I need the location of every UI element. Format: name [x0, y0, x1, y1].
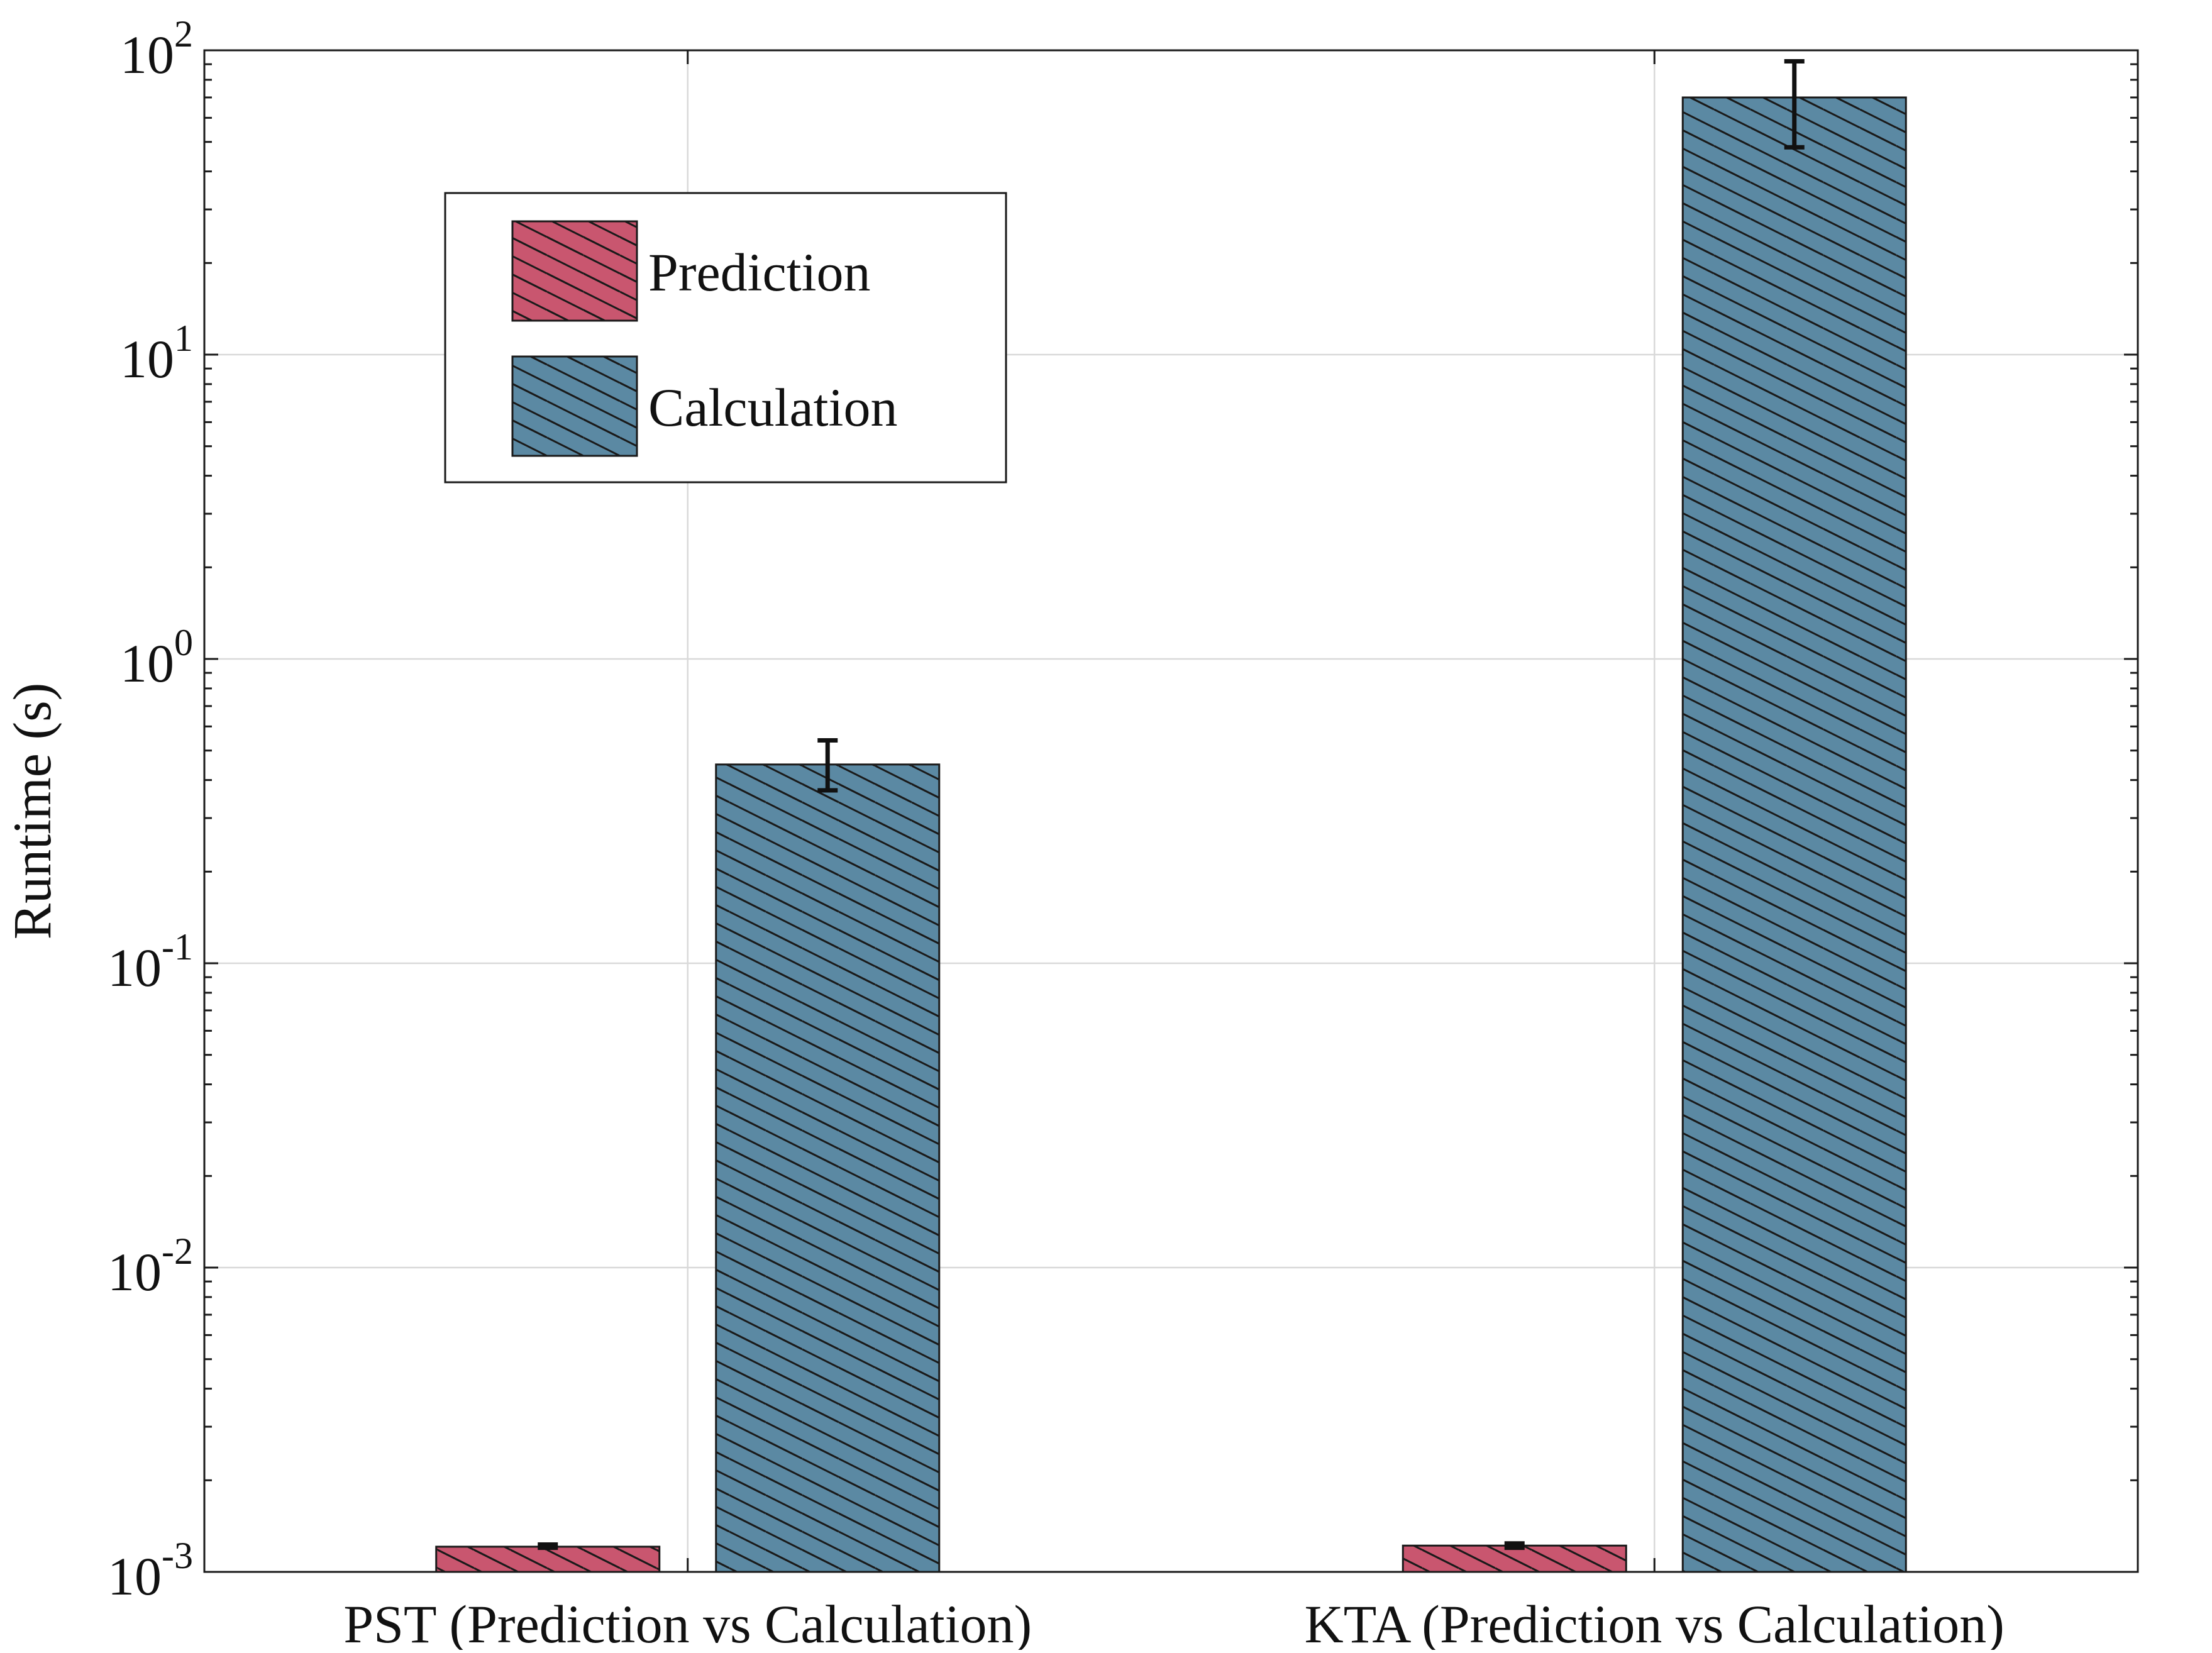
axes [203, 49, 2139, 1573]
x-category-label: PST (Prediction vs Calculation) [343, 1594, 1032, 1650]
x-category-label: KTA (Prediction vs Calculation) [1305, 1594, 2005, 1650]
bars [435, 59, 1907, 1573]
y-tick-label: 100 [120, 622, 193, 694]
error-bar [1784, 59, 1805, 150]
y-tick-label: 101 [120, 318, 193, 389]
plot-frame [203, 49, 2139, 1573]
labels: 10-3 10-2 10-1 100 101 102 PST (Prediction vs … [2, 13, 2005, 1653]
legend-label: Calculation [648, 377, 897, 438]
bar-hatch [1681, 96, 1907, 1573]
error-bar [538, 1542, 558, 1551]
bar-hatch [435, 1545, 661, 1573]
y-tick-label: 102 [120, 13, 193, 85]
error-bar [1504, 1541, 1525, 1551]
y-tick-label: 10-2 [108, 1230, 193, 1302]
y-tick-label: 10-1 [108, 926, 193, 998]
legend-swatch-hatch [511, 355, 638, 457]
y-axis-label: Runtime (s) [2, 683, 62, 939]
error-bar [817, 738, 838, 793]
bar-hatch [715, 763, 941, 1573]
legend-swatch-hatch [511, 220, 638, 322]
legend-label: Prediction [648, 242, 871, 302]
y-tick-label: 10-3 [108, 1535, 193, 1606]
legend: Prediction Calculation [444, 192, 1007, 484]
